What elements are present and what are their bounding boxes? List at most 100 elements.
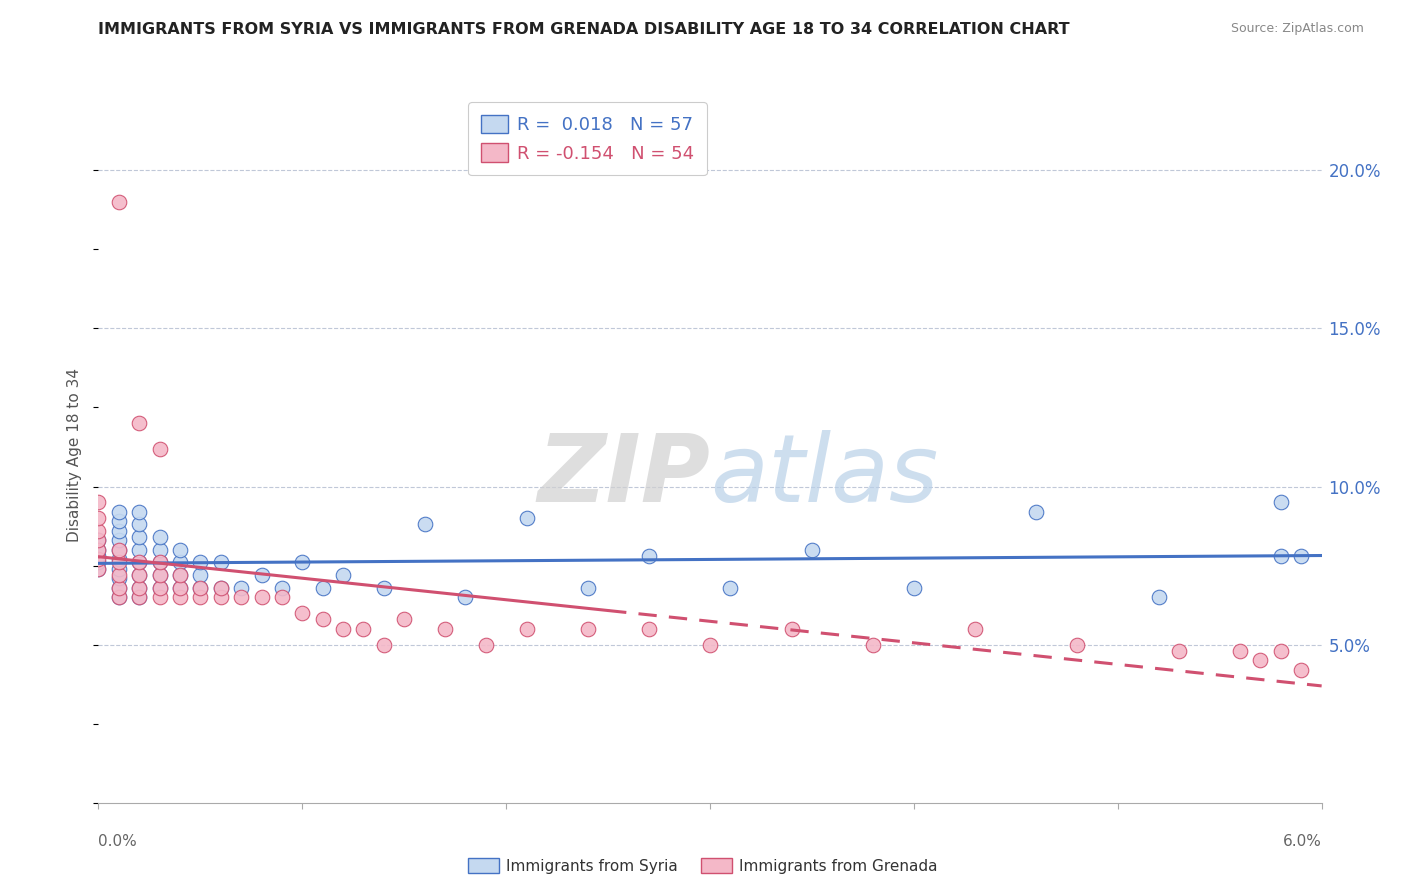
Text: 6.0%: 6.0% <box>1282 834 1322 849</box>
Legend: R =  0.018   N = 57, R = -0.154   N = 54: R = 0.018 N = 57, R = -0.154 N = 54 <box>468 103 707 175</box>
Point <box>128 530 150 544</box>
Point <box>903 581 925 595</box>
Point <box>169 581 191 595</box>
Point <box>128 505 150 519</box>
Point <box>188 581 212 595</box>
Point <box>311 612 335 626</box>
Point <box>87 562 110 576</box>
Point <box>433 622 456 636</box>
Point <box>209 581 232 595</box>
Point <box>128 556 150 570</box>
Point <box>392 612 416 626</box>
Point <box>169 591 191 605</box>
Point <box>87 533 110 548</box>
Point <box>87 495 110 509</box>
Point <box>108 533 131 548</box>
Point <box>413 517 436 532</box>
Point <box>169 542 191 557</box>
Point <box>169 568 191 582</box>
Point <box>474 638 498 652</box>
Point <box>718 581 742 595</box>
Point <box>373 581 395 595</box>
Point <box>108 591 131 605</box>
Text: 0.0%: 0.0% <box>98 834 138 849</box>
Point <box>108 581 131 595</box>
Point <box>1066 638 1088 652</box>
Point <box>87 542 110 557</box>
Point <box>332 622 354 636</box>
Point <box>516 511 538 525</box>
Point <box>1270 549 1292 563</box>
Point <box>373 638 395 652</box>
Point <box>1249 653 1271 667</box>
Point <box>87 533 110 548</box>
Point <box>516 622 538 636</box>
Point <box>87 556 110 570</box>
Point <box>108 571 131 585</box>
Point <box>149 556 172 570</box>
Point <box>87 552 110 566</box>
Point <box>108 581 131 595</box>
Point <box>963 622 986 636</box>
Point <box>780 622 803 636</box>
Point <box>149 568 172 582</box>
Legend: Immigrants from Syria, Immigrants from Grenada: Immigrants from Syria, Immigrants from G… <box>463 852 943 880</box>
Text: ZIP: ZIP <box>537 430 710 522</box>
Point <box>149 530 172 544</box>
Point <box>209 581 232 595</box>
Point <box>108 568 131 582</box>
Point <box>1289 549 1312 563</box>
Point <box>1229 644 1251 658</box>
Point <box>270 581 292 595</box>
Text: Source: ZipAtlas.com: Source: ZipAtlas.com <box>1230 22 1364 36</box>
Point <box>87 542 110 557</box>
Point <box>149 442 172 456</box>
Point <box>862 638 884 652</box>
Point <box>250 591 273 605</box>
Point <box>108 505 131 519</box>
Point <box>576 581 599 595</box>
Point <box>128 542 150 557</box>
Point <box>149 581 172 595</box>
Point <box>250 568 273 582</box>
Point <box>87 524 110 538</box>
Point <box>108 542 131 557</box>
Point <box>128 581 150 595</box>
Point <box>149 556 172 570</box>
Point <box>128 591 150 605</box>
Point <box>128 517 150 532</box>
Point <box>169 556 191 570</box>
Point <box>87 549 110 563</box>
Point <box>311 581 335 595</box>
Point <box>332 568 354 582</box>
Point <box>209 556 232 570</box>
Point <box>128 581 150 595</box>
Point <box>149 581 172 595</box>
Point <box>108 552 131 566</box>
Point <box>352 622 374 636</box>
Point <box>169 581 191 595</box>
Point <box>128 556 150 570</box>
Point <box>128 417 150 431</box>
Point <box>1270 644 1292 658</box>
Point <box>1167 644 1189 658</box>
Point <box>454 591 477 605</box>
Point <box>108 524 131 538</box>
Point <box>188 591 212 605</box>
Point <box>1270 495 1292 509</box>
Point <box>149 591 172 605</box>
Point <box>209 591 232 605</box>
Point <box>149 568 172 582</box>
Point <box>188 568 212 582</box>
Point <box>270 591 292 605</box>
Point <box>231 581 253 595</box>
Y-axis label: Disability Age 18 to 34: Disability Age 18 to 34 <box>67 368 83 542</box>
Point <box>188 556 212 570</box>
Point <box>128 591 150 605</box>
Point <box>87 562 110 576</box>
Point <box>637 549 661 563</box>
Point <box>128 568 150 582</box>
Point <box>87 511 110 525</box>
Point <box>128 568 150 582</box>
Point <box>801 542 824 557</box>
